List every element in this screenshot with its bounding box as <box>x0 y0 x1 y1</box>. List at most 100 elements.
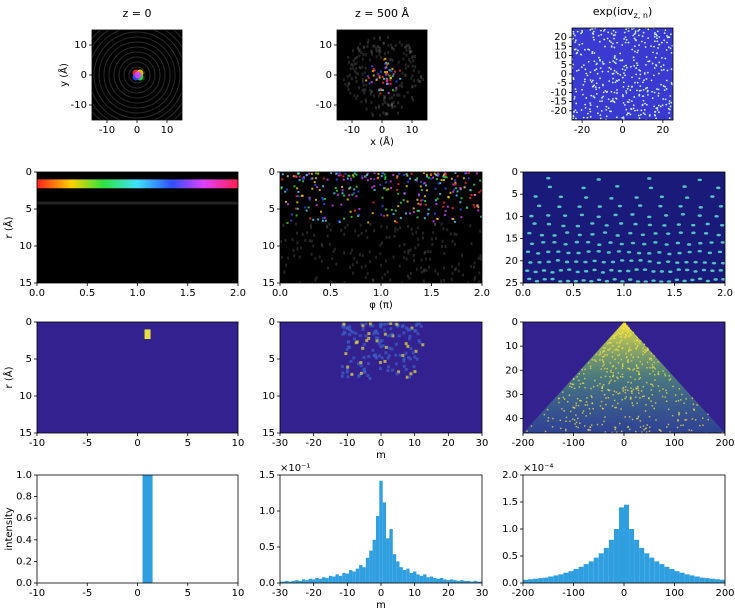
speckle <box>411 95 414 99</box>
speckle <box>402 331 406 335</box>
dot <box>693 270 698 273</box>
speckle <box>399 201 402 204</box>
y-tick-label: 0 <box>326 70 332 81</box>
speckle <box>364 334 368 338</box>
speckle <box>343 281 346 283</box>
speckle <box>432 176 435 179</box>
speckle <box>308 239 311 243</box>
speckle <box>602 361 605 363</box>
speckle <box>696 404 698 406</box>
speckle <box>589 426 592 428</box>
speckle <box>285 200 288 203</box>
speckle <box>346 84 349 88</box>
speckle <box>385 188 388 191</box>
speckle <box>349 265 352 269</box>
speckle <box>394 342 398 346</box>
speckle <box>584 404 587 406</box>
speckle <box>571 386 573 389</box>
dot <box>628 112 630 115</box>
speckle <box>648 415 651 418</box>
speckle <box>459 187 462 190</box>
dot <box>611 81 614 84</box>
speckle <box>581 412 584 414</box>
speckle <box>344 82 347 86</box>
speckle <box>617 331 620 333</box>
dot <box>635 73 638 76</box>
speckle <box>391 104 394 108</box>
speckle <box>410 49 413 53</box>
speckle <box>627 350 630 353</box>
dot <box>623 31 626 34</box>
dot <box>656 261 662 265</box>
speckle <box>480 215 482 218</box>
speckle <box>366 179 369 182</box>
speckle <box>702 424 704 427</box>
speckle <box>393 220 396 223</box>
dot <box>592 85 594 88</box>
speckle <box>701 417 704 419</box>
speckle <box>635 396 637 398</box>
speckle <box>574 423 576 425</box>
dot <box>591 79 594 82</box>
speckle <box>407 44 410 48</box>
speckle <box>644 351 646 354</box>
dot <box>640 233 646 237</box>
dot <box>580 32 582 35</box>
speckle <box>407 356 411 360</box>
dot <box>670 101 673 104</box>
dot <box>536 204 542 208</box>
speckle <box>678 388 681 390</box>
speckle <box>650 352 653 355</box>
dot <box>584 106 587 109</box>
speckle <box>381 102 384 106</box>
speckle <box>359 371 363 375</box>
speckle <box>331 257 334 261</box>
dot <box>589 79 592 81</box>
speckle <box>657 373 660 376</box>
speckle <box>412 211 415 214</box>
speckle <box>408 58 411 62</box>
y-tick-label: 0.0 <box>259 578 275 589</box>
speckle <box>707 413 709 416</box>
speckle <box>321 219 324 222</box>
speckle <box>403 242 406 246</box>
speckle <box>601 407 604 410</box>
dot <box>660 65 663 68</box>
dot <box>633 45 636 48</box>
dot <box>591 32 594 35</box>
speckle <box>292 175 295 178</box>
speckle <box>417 193 420 196</box>
bar <box>460 580 464 583</box>
speckle <box>573 419 576 421</box>
speckle <box>318 255 321 259</box>
speckle <box>659 429 661 432</box>
speckle <box>380 356 384 360</box>
x-tick-label: 20 <box>442 438 455 449</box>
bar <box>654 561 660 583</box>
y-tick-label: 0 <box>269 167 275 178</box>
speckle <box>452 190 455 193</box>
speckle <box>569 420 571 423</box>
speckle <box>330 280 333 283</box>
x-tick-label: -200 <box>512 588 535 599</box>
speckle <box>352 337 356 341</box>
dot <box>668 100 671 102</box>
dot <box>621 59 623 62</box>
speckle <box>619 422 621 425</box>
speckle <box>314 278 317 282</box>
x-axis-label: φ (π) <box>369 300 393 311</box>
bar <box>608 539 614 583</box>
speckle <box>305 174 308 177</box>
dot <box>625 64 628 67</box>
speckle <box>613 390 616 392</box>
dot <box>626 250 632 254</box>
x-tick-label: 10 <box>408 588 421 599</box>
bar <box>281 581 286 583</box>
speckle <box>391 334 395 338</box>
speckle <box>382 81 385 84</box>
speckle <box>611 405 614 407</box>
speckle <box>299 281 302 283</box>
dot <box>627 41 630 44</box>
speckle <box>302 177 305 180</box>
